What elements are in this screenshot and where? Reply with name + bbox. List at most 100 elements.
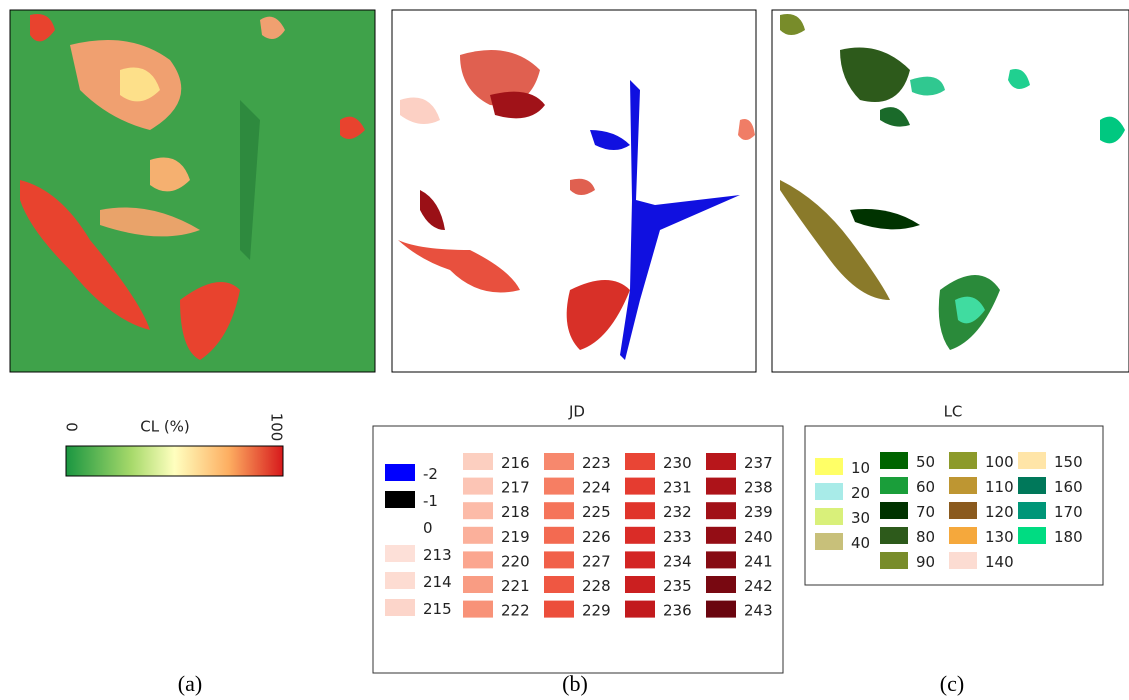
legend-swatch <box>1018 477 1046 494</box>
legend-swatch <box>949 552 977 569</box>
legend-swatch <box>544 600 574 618</box>
cl-min: 0 <box>63 422 81 432</box>
legend-label: 60 <box>916 478 935 496</box>
legend-label: 180 <box>1054 528 1083 546</box>
legend-label: 237 <box>744 454 773 472</box>
legend-swatch <box>463 453 493 470</box>
cl-colorbar <box>65 445 284 477</box>
legend-label: 213 <box>423 546 452 564</box>
legend-label: 225 <box>582 503 611 521</box>
legend-label: 238 <box>744 479 773 497</box>
legend-swatch <box>815 533 843 550</box>
legend-swatch <box>625 502 655 520</box>
legend-label: 100 <box>985 453 1014 471</box>
legend-label: 40 <box>851 534 870 552</box>
legend-swatch <box>1018 502 1046 519</box>
legend-label: 241 <box>744 552 773 570</box>
panel-label: (b) <box>562 671 588 696</box>
legend-label: 30 <box>851 509 870 527</box>
legend-label: 50 <box>916 453 935 471</box>
legend-swatch <box>544 477 574 495</box>
legend-swatch <box>463 600 493 618</box>
legend-label: -1 <box>423 492 438 510</box>
legend-swatch <box>625 453 655 470</box>
legend-swatch <box>880 502 908 519</box>
legend-swatch <box>1018 527 1046 544</box>
legend-swatch <box>544 502 574 520</box>
legend-label: 80 <box>916 528 935 546</box>
legend-label: 216 <box>501 454 530 472</box>
legend-swatch <box>463 477 493 495</box>
legend-label: 236 <box>663 602 692 620</box>
legend-label: 223 <box>582 454 611 472</box>
panel-label: (c) <box>940 671 964 696</box>
legend-label: 234 <box>663 552 692 570</box>
map-a <box>9 9 376 373</box>
legend-swatch <box>625 551 655 569</box>
legend-swatch <box>949 502 977 519</box>
legend-label: 235 <box>663 577 692 595</box>
legend-swatch <box>706 502 736 520</box>
legend-swatch <box>1018 452 1046 469</box>
legend-label: 130 <box>985 528 1014 546</box>
legend-label: 120 <box>985 503 1014 521</box>
legend-swatch <box>880 527 908 544</box>
legend-swatch <box>815 458 843 475</box>
legend-swatch <box>880 552 908 569</box>
legend-label: 222 <box>501 602 530 620</box>
legend-swatch <box>463 502 493 520</box>
legend-label: 226 <box>582 528 611 546</box>
legend-label: 219 <box>501 528 530 546</box>
cl-max: 100 <box>268 413 286 442</box>
legend-label: 170 <box>1054 503 1083 521</box>
legend-swatch <box>544 551 574 569</box>
legend-label: 242 <box>744 577 773 595</box>
legend-label: 215 <box>423 600 452 618</box>
legend-swatch <box>706 453 736 470</box>
legend-label: 240 <box>744 528 773 546</box>
panel-label: (a) <box>178 671 202 696</box>
legend-label: 231 <box>663 479 692 497</box>
legend-label: 224 <box>582 479 611 497</box>
legend-swatch <box>385 599 415 616</box>
map-c <box>771 9 1129 373</box>
legend-swatch <box>625 526 655 544</box>
legend-swatch <box>385 545 415 562</box>
legend-label: 243 <box>744 602 773 620</box>
legend-label: 90 <box>916 553 935 571</box>
legend-label: 233 <box>663 528 692 546</box>
map-b <box>391 9 757 373</box>
legend-swatch <box>625 600 655 618</box>
legend-swatch <box>880 477 908 494</box>
legend-swatch <box>706 526 736 544</box>
legend-label: 232 <box>663 503 692 521</box>
legend-swatch <box>385 491 415 508</box>
legend-label: 110 <box>985 478 1014 496</box>
legend-swatch <box>706 600 736 618</box>
legend-swatch <box>544 453 574 470</box>
legend-label: 70 <box>916 503 935 521</box>
legend-label: 229 <box>582 602 611 620</box>
legend-swatch <box>625 576 655 593</box>
legend-label: 239 <box>744 503 773 521</box>
legend-swatch <box>949 527 977 544</box>
legend-swatch <box>706 576 736 593</box>
legend-label: 230 <box>663 454 692 472</box>
lc-title: LC <box>944 403 963 421</box>
cl-title: CL (%) <box>140 418 190 436</box>
legend-swatch <box>949 452 977 469</box>
legend-label: 10 <box>851 459 870 477</box>
legend-label: 217 <box>501 479 530 497</box>
legend-swatch <box>385 464 415 481</box>
legend-label: 160 <box>1054 478 1083 496</box>
legend-swatch <box>463 576 493 593</box>
legend-swatch <box>706 477 736 495</box>
legend-label: 221 <box>501 577 530 595</box>
legend-swatch <box>385 518 415 535</box>
legend-label: 218 <box>501 503 530 521</box>
legend-swatch <box>815 483 843 500</box>
legend-swatch <box>463 551 493 569</box>
legend-label: -2 <box>423 465 438 483</box>
legend-label: 228 <box>582 577 611 595</box>
